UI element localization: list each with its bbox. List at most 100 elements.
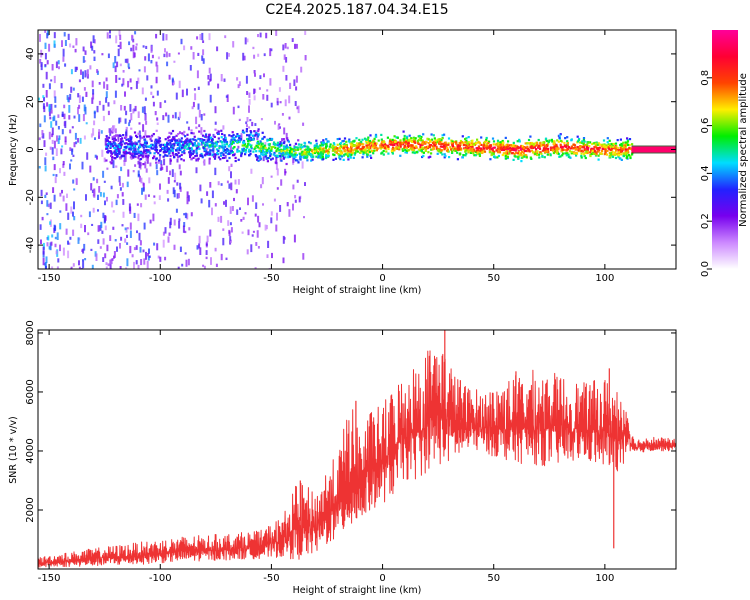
spectrogram-noise-cell bbox=[159, 183, 161, 190]
spectrogram-ridge-cell bbox=[485, 146, 488, 149]
spectrogram-ridge-cell bbox=[365, 144, 368, 147]
spectrogram-noise-cell bbox=[51, 127, 54, 136]
spectrogram-ridge-cell bbox=[580, 152, 583, 155]
spectrogram-noise-cell bbox=[122, 199, 125, 205]
spectrogram-ridge-cell bbox=[170, 146, 173, 149]
spectrogram-ridge-cell bbox=[512, 147, 515, 150]
spectrogram-ridge-cell bbox=[366, 142, 370, 145]
spectrogram-ridge-cell bbox=[105, 135, 108, 138]
spectrogram-ridge-cell bbox=[137, 150, 140, 153]
spectrogram-ridge-cell bbox=[191, 152, 194, 155]
spectrogram-ridge-cell bbox=[436, 138, 439, 141]
spectrogram-ridge-cell bbox=[246, 134, 249, 137]
spectrogram-ridge-cell bbox=[148, 145, 151, 148]
spectrogram-ridge-cell bbox=[466, 149, 469, 152]
spectrogram-ridge-cell bbox=[617, 150, 620, 153]
spectrogram-noise-cell bbox=[258, 87, 261, 90]
spectrogram-ridge-cell bbox=[142, 145, 145, 148]
spectrogram-noise-cell bbox=[199, 184, 202, 192]
spectrogram-ridge-cell bbox=[347, 158, 350, 161]
spectrogram-ridge-cell bbox=[181, 146, 184, 149]
spectrogram-noise-cell bbox=[143, 106, 146, 114]
spectrogram-noise-cell bbox=[69, 236, 72, 240]
spectrogram-ridge-cell bbox=[118, 151, 121, 154]
spectrogram-ridge-cell bbox=[287, 140, 290, 143]
spectrogram-noise-cell bbox=[102, 257, 105, 262]
snr-plot-area bbox=[38, 330, 676, 568]
spectrogram-ridge-cell bbox=[189, 151, 192, 154]
spectrogram-ridge-cell bbox=[556, 152, 560, 155]
spectrogram-noise-cell bbox=[201, 32, 204, 41]
spectrogram-ridge-cell bbox=[372, 140, 375, 143]
spectrogram-noise-cell bbox=[50, 103, 53, 110]
spectrogram-ridge-cell bbox=[584, 151, 587, 155]
spectrogram-ridge-cell bbox=[252, 138, 255, 141]
spectrogram-noise-cell bbox=[255, 242, 258, 246]
spectrogram-ridge-cell bbox=[456, 151, 459, 154]
spectrogram-noise-cell bbox=[82, 114, 85, 122]
spectrogram-ridge-cell bbox=[188, 153, 192, 156]
spectrogram-ridge-cell bbox=[382, 153, 385, 156]
spectrogram-ridge-cell bbox=[616, 146, 619, 150]
spectrogram-ridge-cell bbox=[496, 151, 500, 154]
spectrogram-ridge-cell bbox=[584, 156, 587, 160]
spectrogram-ridge-cell bbox=[574, 146, 577, 149]
y-tick-label: 6000 bbox=[25, 379, 36, 404]
spectrogram-noise-cell bbox=[70, 266, 73, 269]
spectrogram-ridge-cell bbox=[576, 146, 579, 149]
spectrogram-ridge-cell bbox=[555, 147, 558, 151]
spectrogram-ridge-cell bbox=[626, 151, 629, 155]
spectrogram-ridge-cell bbox=[271, 137, 274, 141]
spectrogram-ridge-cell bbox=[354, 151, 357, 155]
spectrogram-noise-cell bbox=[85, 194, 87, 201]
spectrogram-ridge-cell bbox=[315, 144, 318, 147]
spectrogram-ridge-cell bbox=[504, 157, 508, 160]
spectrogram-noise-cell bbox=[128, 41, 131, 46]
spectrogram-noise-cell bbox=[276, 168, 279, 176]
spectrogram-noise-cell bbox=[104, 200, 106, 206]
spectrogram-ridge-cell bbox=[624, 150, 627, 153]
spectrogram-ridge-cell bbox=[374, 133, 378, 136]
spectrogram-ridge-cell bbox=[551, 140, 554, 143]
spectrogram-ridge-cell bbox=[223, 139, 226, 142]
spectrogram-noise-cell bbox=[150, 85, 153, 89]
spectrogram-noise-cell bbox=[93, 111, 96, 119]
spectrogram-noise-cell bbox=[158, 155, 161, 162]
spectrogram-noise-cell bbox=[83, 87, 86, 91]
spectrogram-ridge-cell bbox=[457, 144, 460, 147]
spectrogram-ridge-cell bbox=[612, 145, 615, 149]
spectrogram-ridge-cell bbox=[561, 146, 564, 149]
spectrogram-ridge-cell bbox=[559, 146, 562, 149]
spectrogram-ridge-cell bbox=[405, 146, 408, 149]
spectrogram-ridge-cell bbox=[386, 136, 389, 139]
spectrogram-ridge-cell bbox=[399, 154, 402, 157]
spectrogram-noise-cell bbox=[139, 162, 142, 167]
spectrogram-ridge-cell bbox=[187, 143, 190, 146]
spectrogram-noise-cell bbox=[61, 129, 64, 135]
spectrogram-noise-cell bbox=[48, 131, 51, 140]
spectrogram-ridge-cell bbox=[170, 132, 173, 135]
spectrogram-ridge-cell bbox=[516, 155, 519, 158]
spectrogram-ridge-cell bbox=[110, 151, 113, 154]
spectrogram-ridge-cell bbox=[339, 145, 342, 148]
spectrogram-ridge-cell bbox=[232, 133, 235, 137]
spectrogram-ridge-cell bbox=[279, 141, 282, 144]
spectrogram-noise-cell bbox=[73, 142, 76, 148]
spectrogram-noise-cell bbox=[62, 195, 65, 202]
spectrogram-noise-cell bbox=[270, 175, 273, 178]
spectrogram-noise-cell bbox=[56, 135, 58, 142]
spectrogram-ridge-cell bbox=[597, 150, 600, 153]
spectrogram-noise-cell bbox=[167, 114, 170, 123]
spectrogram-noise-cell bbox=[52, 187, 55, 193]
spectrogram-noise-cell bbox=[225, 199, 227, 207]
spectrogram-noise-cell bbox=[93, 39, 96, 44]
spectrogram-ridge-cell bbox=[106, 151, 110, 154]
spectrogram-ridge-cell bbox=[431, 141, 435, 144]
spectrogram-noise-cell bbox=[122, 78, 125, 86]
spectrogram-ridge-cell bbox=[566, 140, 569, 143]
spectrogram-ridge-cell bbox=[192, 149, 195, 153]
spectrogram-ridge-cell bbox=[553, 145, 556, 148]
spectrogram-noise-cell bbox=[304, 55, 307, 61]
spectrogram-noise-cell bbox=[211, 190, 214, 199]
